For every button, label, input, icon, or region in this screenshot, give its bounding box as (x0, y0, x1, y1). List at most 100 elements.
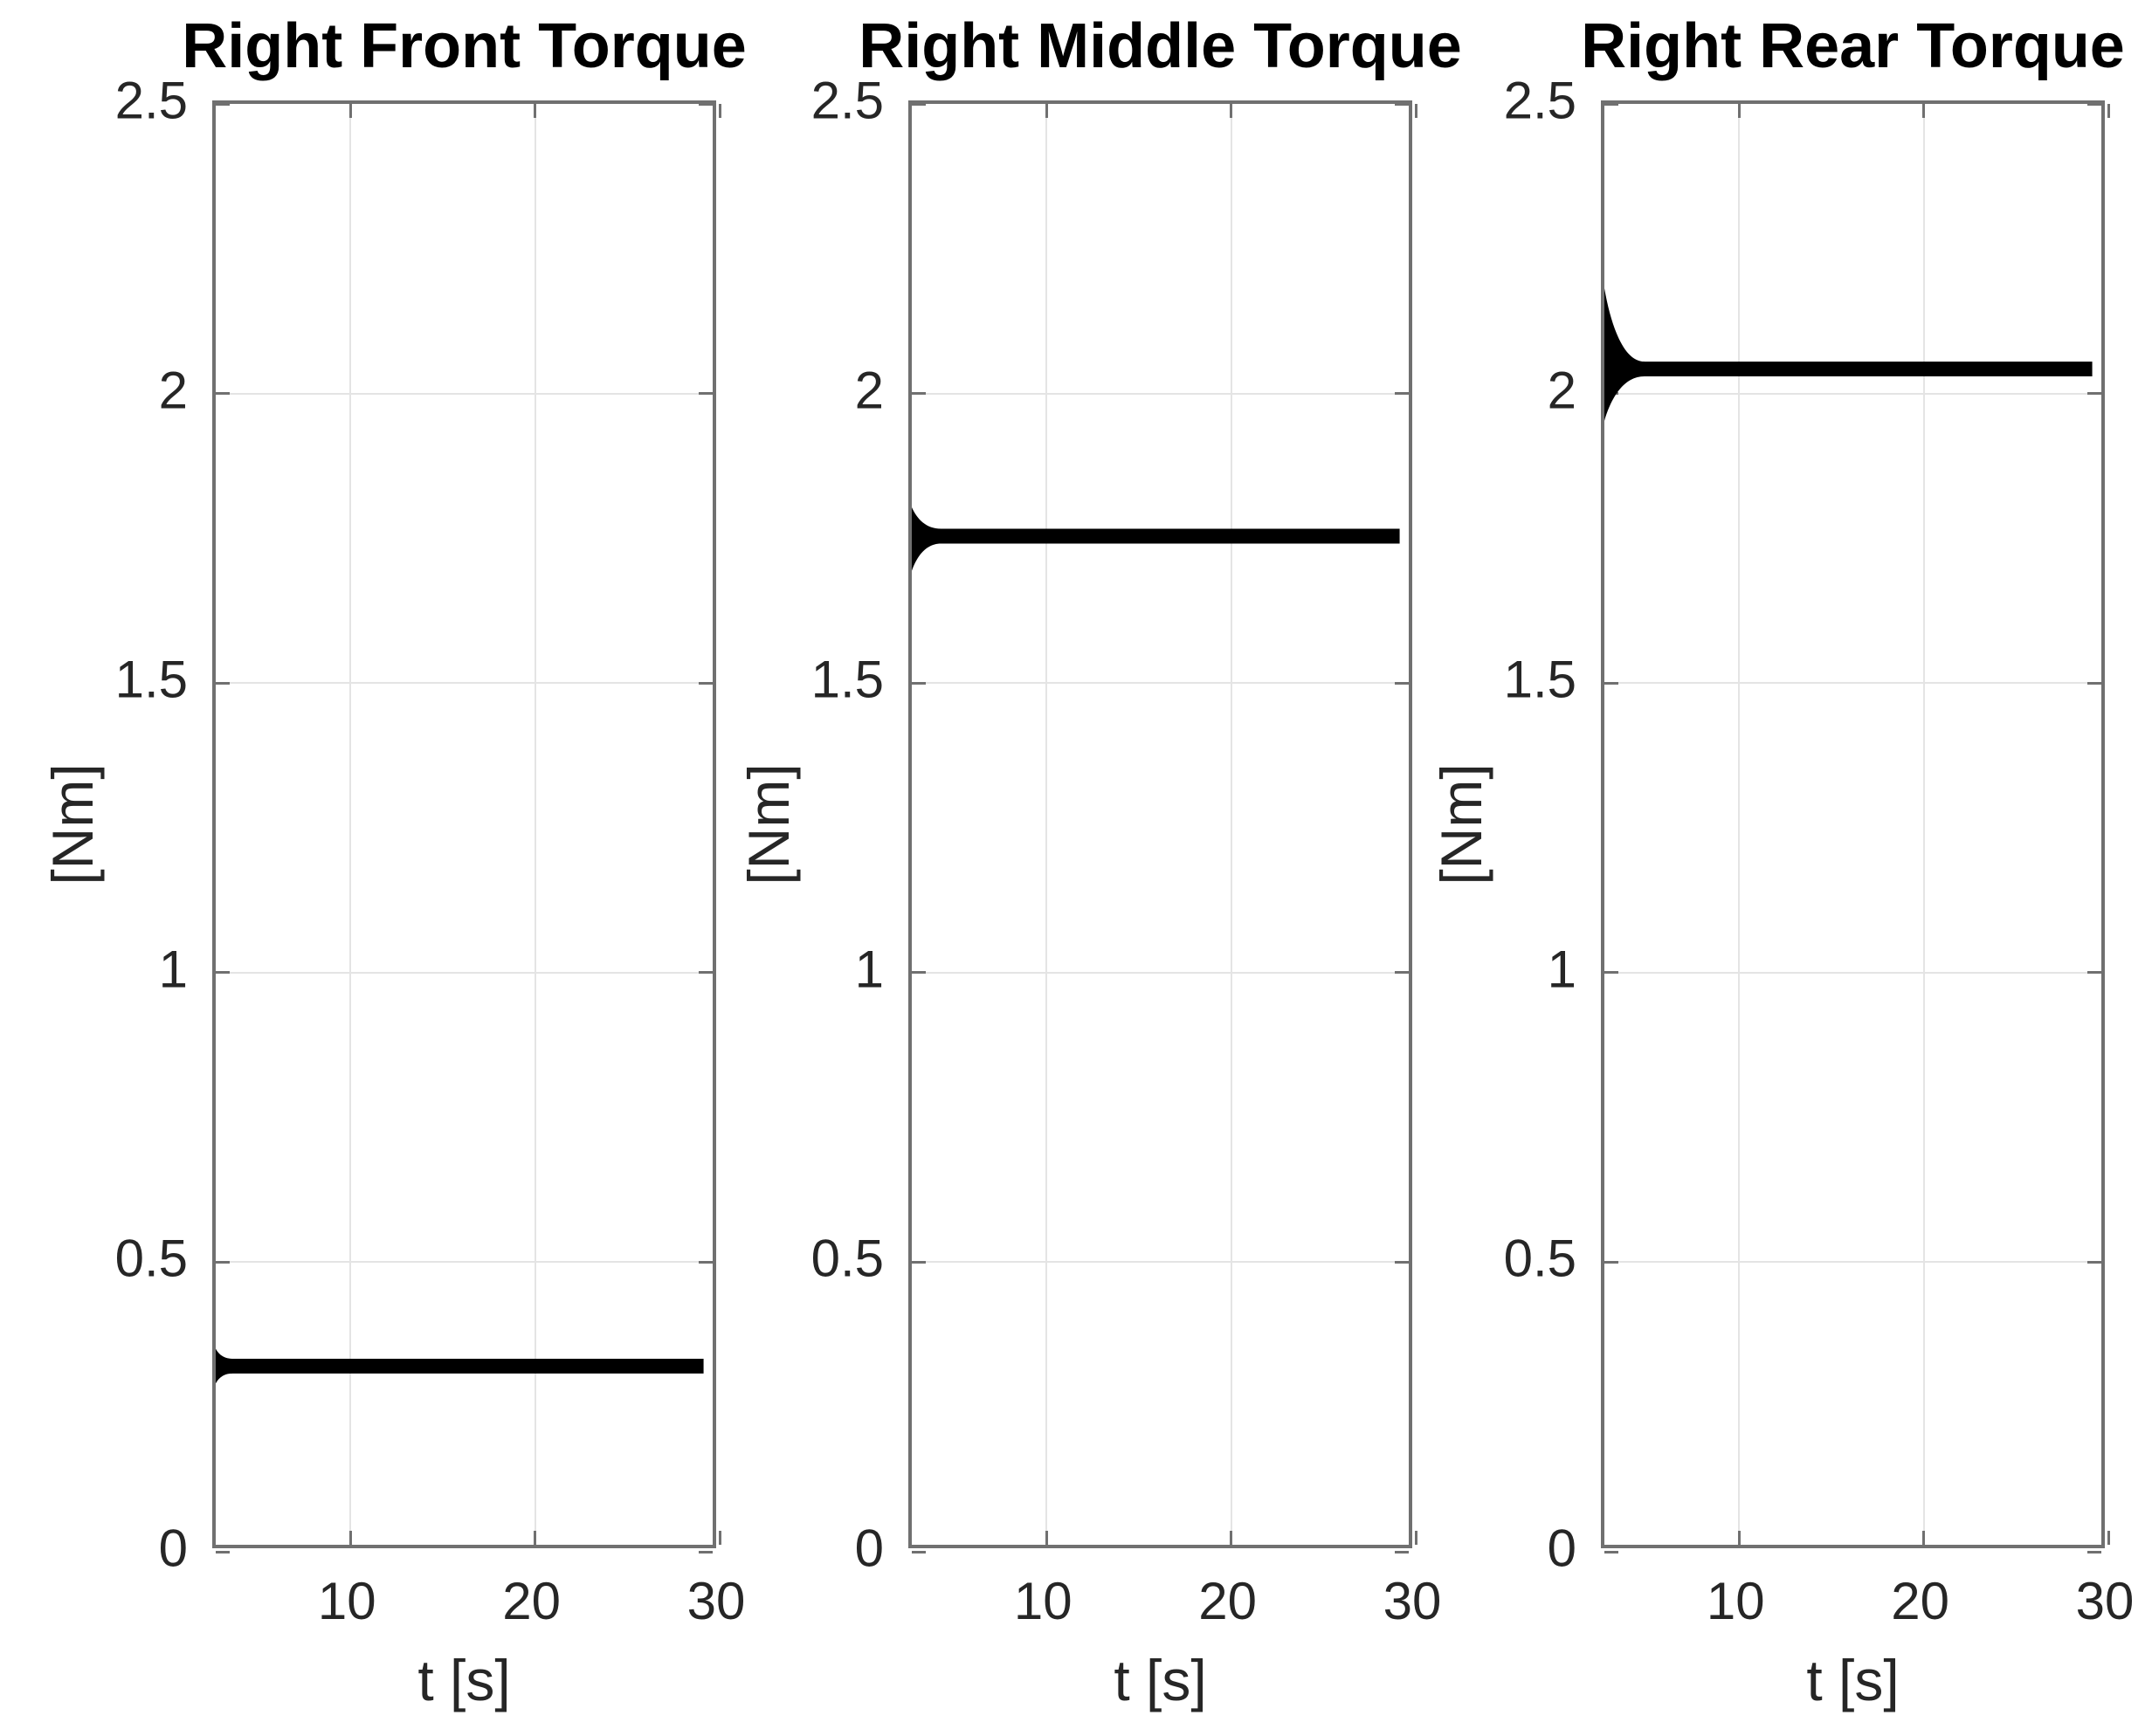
tick-mark (699, 971, 713, 975)
transient-oscillation-envelope (912, 507, 941, 571)
transient-oscillation-envelope (216, 1348, 232, 1384)
tick-mark (1604, 1260, 1618, 1264)
y-tick-label: 1.5 (1503, 650, 1576, 709)
y-tick-label: 0 (1547, 1519, 1576, 1578)
torque-line (216, 1348, 704, 1384)
gridline-vertical (1738, 104, 1741, 1545)
x-axis-label: t [s] (1806, 1648, 1900, 1712)
gridline-vertical (1230, 104, 1232, 1545)
gridline-horizontal (216, 971, 713, 974)
tick-mark (2087, 1550, 2101, 1553)
x-tick-label: 10 (1706, 1572, 1765, 1630)
y-axis-label: [Nm] (736, 763, 801, 885)
tick-mark (718, 1531, 721, 1545)
gridline-vertical (1045, 104, 1048, 1545)
tick-mark (1604, 681, 1618, 685)
chart-title: Right Middle Torque (859, 11, 1462, 81)
x-tick-label: 30 (1383, 1572, 1442, 1630)
x-tick-label: 30 (2075, 1572, 2135, 1630)
gridline-horizontal (912, 682, 1409, 685)
tick-mark (1395, 1550, 1409, 1553)
tick-mark (718, 104, 721, 118)
tick-mark (216, 681, 230, 685)
tick-mark (699, 1260, 713, 1264)
y-tick-label: 1 (158, 940, 188, 999)
tick-mark (1604, 971, 1618, 975)
y-tick-label: 0 (854, 1519, 884, 1578)
tick-mark (2087, 1260, 2101, 1264)
tick-mark (1045, 1531, 1048, 1545)
x-tick-label: 20 (1891, 1572, 1950, 1630)
x-tick-label: 10 (317, 1572, 376, 1630)
y-tick-label: 1.5 (810, 650, 884, 709)
tick-mark (2107, 104, 2110, 118)
torque-line (1604, 288, 2093, 421)
tick-mark (216, 1550, 230, 1553)
y-tick-label: 0.5 (810, 1229, 884, 1288)
y-tick-label: 2 (158, 361, 188, 420)
gridline-vertical (534, 104, 536, 1545)
tick-mark (912, 392, 926, 396)
tick-mark (2087, 971, 2101, 975)
gridline-horizontal (912, 1261, 1409, 1264)
tick-mark (912, 971, 926, 975)
gridline-horizontal (912, 392, 1409, 395)
gridline-horizontal (216, 1261, 713, 1264)
y-tick-label: 0.5 (1503, 1229, 1576, 1288)
tick-mark (1395, 681, 1409, 685)
x-axis-label: t [s] (1114, 1648, 1207, 1712)
tick-mark (1230, 104, 1233, 118)
tick-mark (699, 681, 713, 685)
plot-area (212, 100, 721, 1553)
y-tick-label: 2 (1547, 361, 1576, 420)
tick-mark (216, 1260, 230, 1264)
tick-mark (2087, 681, 2101, 685)
tick-mark (1604, 1550, 1618, 1553)
tick-mark (1737, 1531, 1741, 1545)
x-tick-label: 10 (1013, 1572, 1072, 1630)
x-tick-label: 20 (502, 1572, 562, 1630)
tick-mark (1922, 1531, 1926, 1545)
tick-mark (348, 104, 352, 118)
tick-mark (216, 392, 230, 396)
gridline-horizontal (216, 682, 713, 685)
tick-mark (2087, 392, 2101, 396)
tick-mark (216, 102, 230, 106)
tick-mark (534, 1531, 537, 1545)
y-tick-label: 1.5 (114, 650, 188, 709)
plot-area (1601, 100, 2110, 1553)
gridline-horizontal (1604, 1261, 2101, 1264)
x-tick-label: 30 (686, 1572, 746, 1630)
chart-title: Right Rear Torque (1581, 11, 2125, 81)
tick-mark (699, 102, 713, 106)
y-tick-label: 2 (854, 361, 884, 420)
tick-mark (1604, 392, 1618, 396)
gridline-horizontal (1604, 682, 2101, 685)
chart-title: Right Front Torque (182, 11, 747, 81)
plot-area (908, 100, 1417, 1553)
tick-mark (1414, 104, 1417, 118)
tick-mark (912, 1260, 926, 1264)
y-tick-label: 2.5 (1503, 71, 1576, 130)
gridline-horizontal (912, 971, 1409, 974)
tick-mark (912, 1550, 926, 1553)
transient-oscillation-envelope (1604, 288, 1645, 421)
tick-mark (699, 392, 713, 396)
y-tick-label: 1 (1547, 940, 1576, 999)
tick-mark (912, 681, 926, 685)
y-tick-label: 2.5 (810, 71, 884, 130)
x-axis-label: t [s] (417, 1648, 511, 1712)
y-tick-label: 1 (854, 940, 884, 999)
tick-mark (2087, 102, 2101, 106)
tick-mark (1395, 971, 1409, 975)
tick-mark (699, 1550, 713, 1553)
gridline-horizontal (1604, 392, 2101, 395)
gridline-horizontal (216, 392, 713, 395)
tick-mark (1045, 104, 1048, 118)
tick-mark (534, 104, 537, 118)
tick-mark (1395, 102, 1409, 106)
gridline-vertical (1922, 104, 1925, 1545)
